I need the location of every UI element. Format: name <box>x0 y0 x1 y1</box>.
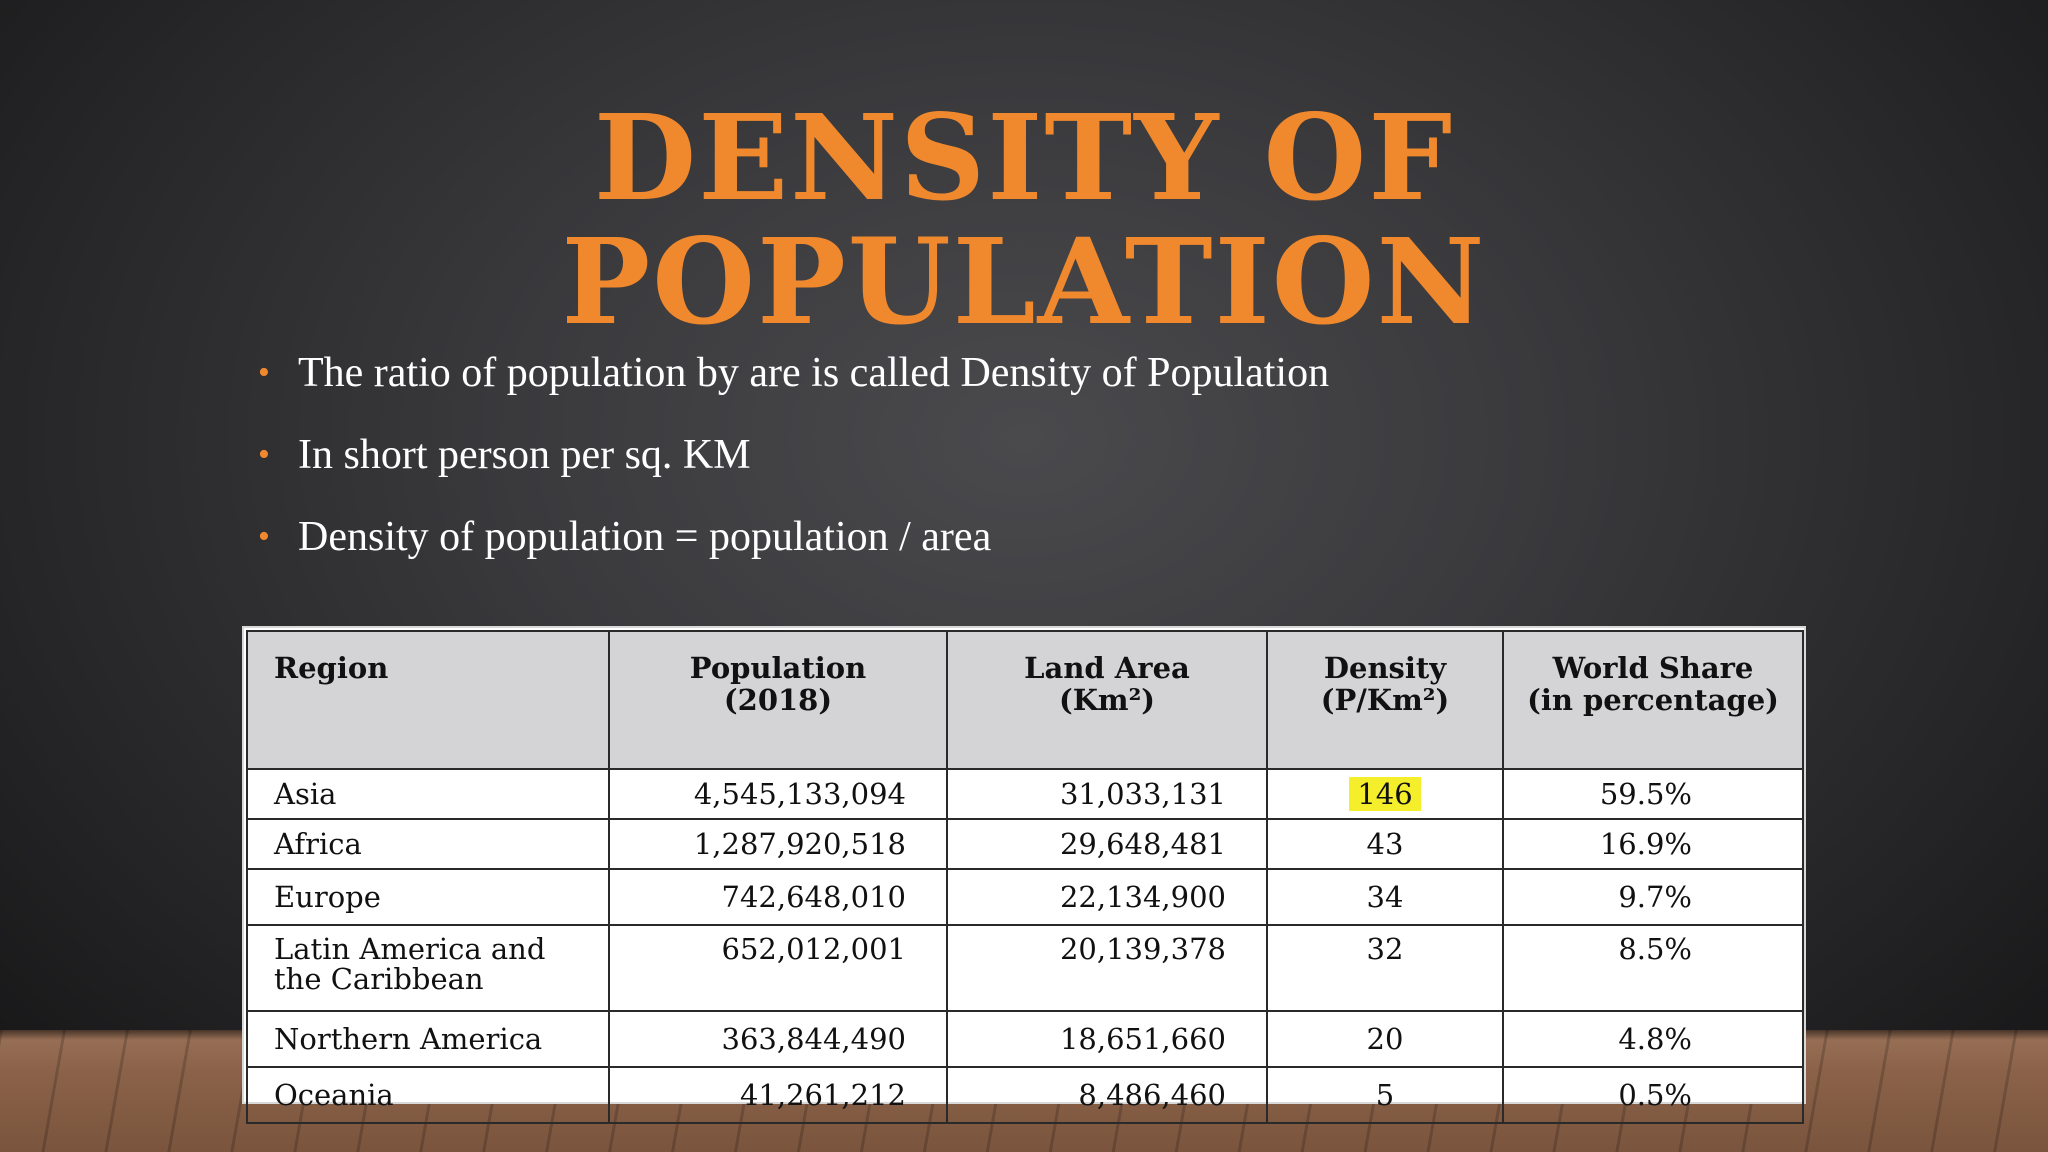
cell-region: Latin America and the Caribbean <box>246 924 610 1012</box>
table-row: Oceania 41,261,212 8,486,460 5 0.5% <box>246 1066 1804 1124</box>
cell-density: 43 <box>1266 818 1504 870</box>
cell-region: Northern America <box>246 1010 610 1068</box>
cell-density: 5 <box>1266 1066 1504 1124</box>
cell-density: 32 <box>1266 924 1504 1012</box>
cell-region: Oceania <box>246 1066 610 1124</box>
highlighted-density: 146 <box>1349 777 1421 811</box>
header-density: Density (P/Km²) <box>1266 630 1504 770</box>
cell-population: 742,648,010 <box>608 868 948 926</box>
cell-density: 34 <box>1266 868 1504 926</box>
cell-population: 41,261,212 <box>608 1066 948 1124</box>
cell-world-share: 0.5% <box>1502 1066 1804 1124</box>
header-land-area: Land Area (Km²) <box>946 630 1268 770</box>
cell-world-share: 59.5% <box>1502 768 1804 820</box>
table-row: Asia 4,545,133,094 31,033,131 146 59.5% <box>246 768 1804 820</box>
bullet-icon: • <box>258 436 270 473</box>
header-world-share: World Share (in percentage) <box>1502 630 1804 770</box>
cell-population: 1,287,920,518 <box>608 818 948 870</box>
bullet-list: • The ratio of population by are is call… <box>258 348 1329 594</box>
cell-land-area: 20,139,378 <box>946 924 1268 1012</box>
bullet-item: • Density of population = population / a… <box>258 512 1329 562</box>
title-line-1: DENSITY OF <box>593 88 1455 227</box>
cell-land-area: 18,651,660 <box>946 1010 1268 1068</box>
cell-land-area: 29,648,481 <box>946 818 1268 870</box>
cell-population: 4,545,133,094 <box>608 768 948 820</box>
table-row: Latin America and the Caribbean 652,012,0… <box>246 924 1804 1012</box>
cell-region: Asia <box>246 768 610 820</box>
cell-land-area: 8,486,460 <box>946 1066 1268 1124</box>
cell-land-area: 31,033,131 <box>946 768 1268 820</box>
bullet-item: • The ratio of population by are is call… <box>258 348 1329 398</box>
cell-population: 363,844,490 <box>608 1010 948 1068</box>
bullet-text: In short person per sq. KM <box>298 432 751 478</box>
bullet-icon: • <box>258 518 270 555</box>
header-region: Region <box>246 630 610 770</box>
cell-world-share: 4.8% <box>1502 1010 1804 1068</box>
cell-population: 652,012,001 <box>608 924 948 1012</box>
cell-region: Europe <box>246 868 610 926</box>
bullet-item: • In short person per sq. KM <box>258 430 1329 480</box>
density-table-image: Region Population (2018) Land Area (Km²) D… <box>244 628 1804 1124</box>
table-header-row: Region Population (2018) Land Area (Km²) D… <box>246 630 1804 770</box>
bullet-text: The ratio of population by are is called… <box>298 350 1330 396</box>
cell-world-share: 8.5% <box>1502 924 1804 1012</box>
cell-land-area: 22,134,900 <box>946 868 1268 926</box>
header-population: Population (2018) <box>608 630 948 770</box>
cell-density: 146 <box>1266 768 1504 820</box>
table-row: Europe 742,648,010 22,134,900 34 9.7% <box>246 868 1804 926</box>
density-table: Region Population (2018) Land Area (Km²) D… <box>246 630 1804 1124</box>
cell-region: Africa <box>246 818 610 870</box>
bullet-text: Density of population = population / are… <box>298 514 992 560</box>
cell-density: 20 <box>1266 1010 1504 1068</box>
bullet-icon: • <box>258 354 270 391</box>
slide-title: DENSITY OF POPULATION <box>0 96 2048 344</box>
cell-world-share: 16.9% <box>1502 818 1804 870</box>
title-line-2: POPULATION <box>561 212 1487 351</box>
cell-world-share: 9.7% <box>1502 868 1804 926</box>
table-row: Northern America 363,844,490 18,651,660 … <box>246 1010 1804 1068</box>
table-row: Africa 1,287,920,518 29,648,481 43 16.9% <box>246 818 1804 870</box>
